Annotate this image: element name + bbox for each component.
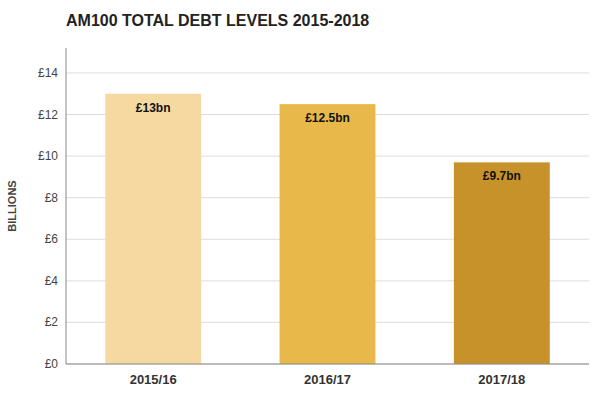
grid	[66, 73, 589, 364]
bar	[280, 104, 376, 364]
x-tick-label: 2017/18	[478, 372, 525, 387]
y-tick-label: £0	[45, 357, 59, 371]
bar	[105, 94, 201, 364]
chart-container: AM100 TOTAL DEBT LEVELS 2015-2018 £0 £2 £4 £…	[0, 0, 607, 404]
y-tick-label: £4	[45, 274, 59, 288]
y-axis-label: BILLIONS	[6, 180, 18, 231]
y-tick-label: £2	[45, 315, 59, 329]
y-tick-label: £14	[38, 66, 58, 80]
bars	[105, 94, 550, 364]
chart-title: AM100 TOTAL DEBT LEVELS 2015-2018	[66, 12, 369, 29]
data-label: £13bn	[136, 101, 171, 115]
data-label: £9.7bn	[483, 169, 521, 183]
chart-svg: AM100 TOTAL DEBT LEVELS 2015-2018 £0 £2 £4 £…	[0, 0, 607, 404]
x-tick-label: 2016/17	[304, 372, 351, 387]
y-tick-label: £10	[38, 149, 58, 163]
x-tick-label: 2015/16	[130, 372, 177, 387]
y-tick-label: £8	[45, 191, 59, 205]
y-tick-label: £12	[38, 108, 58, 122]
y-tick-label: £6	[45, 232, 59, 246]
y-axis-line	[66, 48, 67, 364]
x-axis-line	[66, 364, 589, 365]
grid-line	[66, 364, 589, 365]
bar	[454, 162, 550, 364]
data-label: £12.5bn	[305, 111, 350, 125]
grid-line	[66, 72, 589, 73]
